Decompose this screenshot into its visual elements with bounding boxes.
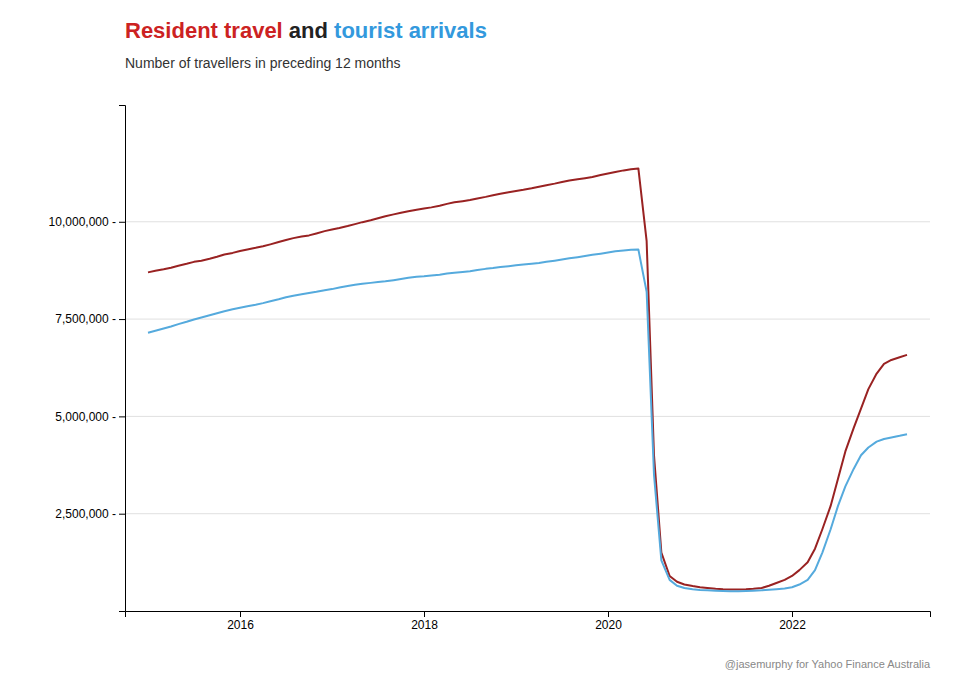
title-part: and	[283, 18, 334, 43]
tick: 5,000,000 -	[55, 410, 125, 424]
tick-mark	[119, 319, 125, 320]
tick-label: 10,000,000 -	[49, 215, 116, 229]
tick-mark	[119, 416, 125, 417]
grid-line	[125, 221, 930, 222]
tick-mark	[240, 611, 241, 617]
tick-label: 2016	[227, 618, 254, 632]
tick: 2022	[779, 611, 806, 632]
tick-label: 2,500,000 -	[55, 507, 116, 521]
tick: 2018	[411, 611, 438, 632]
chart: 2,500,000 - 5,000,000 - 7,500,000 - 10,000,…	[0, 0, 960, 686]
title-part: Resident travel	[125, 18, 283, 43]
grid-line	[125, 513, 930, 514]
title-part: tourist arrivals	[334, 18, 487, 43]
series-line	[148, 249, 907, 591]
tick-label: 2022	[779, 618, 806, 632]
tick-label: 2020	[595, 618, 622, 632]
tick-mark	[792, 611, 793, 617]
plot-area	[148, 168, 907, 591]
grid-line	[125, 416, 930, 417]
axis-line	[126, 612, 931, 618]
tick-mark	[119, 514, 125, 515]
x-axis: 2016 2018 2020 2022	[126, 611, 931, 632]
tick-label: 2018	[411, 618, 438, 632]
grid-line	[125, 319, 930, 320]
tick-mark	[608, 611, 609, 617]
title: Resident travel and tourist arrivals	[125, 18, 487, 43]
tick-mark	[424, 611, 425, 617]
series-line	[148, 168, 907, 589]
tick: 2020	[595, 611, 622, 632]
tick: 10,000,000 -	[49, 215, 125, 229]
annotation: @jasemurphy for Yahoo Finance Australia	[725, 658, 931, 670]
subtitle: Number of travellers in preceding 12 mon…	[125, 55, 400, 71]
tick-label: 7,500,000 -	[55, 312, 116, 326]
tick-mark	[119, 222, 125, 223]
grid	[125, 222, 930, 514]
axis-line	[119, 106, 126, 612]
tick: 7,500,000 -	[55, 312, 125, 326]
y-axis: 2,500,000 - 5,000,000 - 7,500,000 - 10,000,…	[49, 106, 126, 612]
tick: 2,500,000 -	[55, 507, 125, 521]
tick-label: 5,000,000 -	[55, 410, 116, 424]
tick: 2016	[227, 611, 254, 632]
